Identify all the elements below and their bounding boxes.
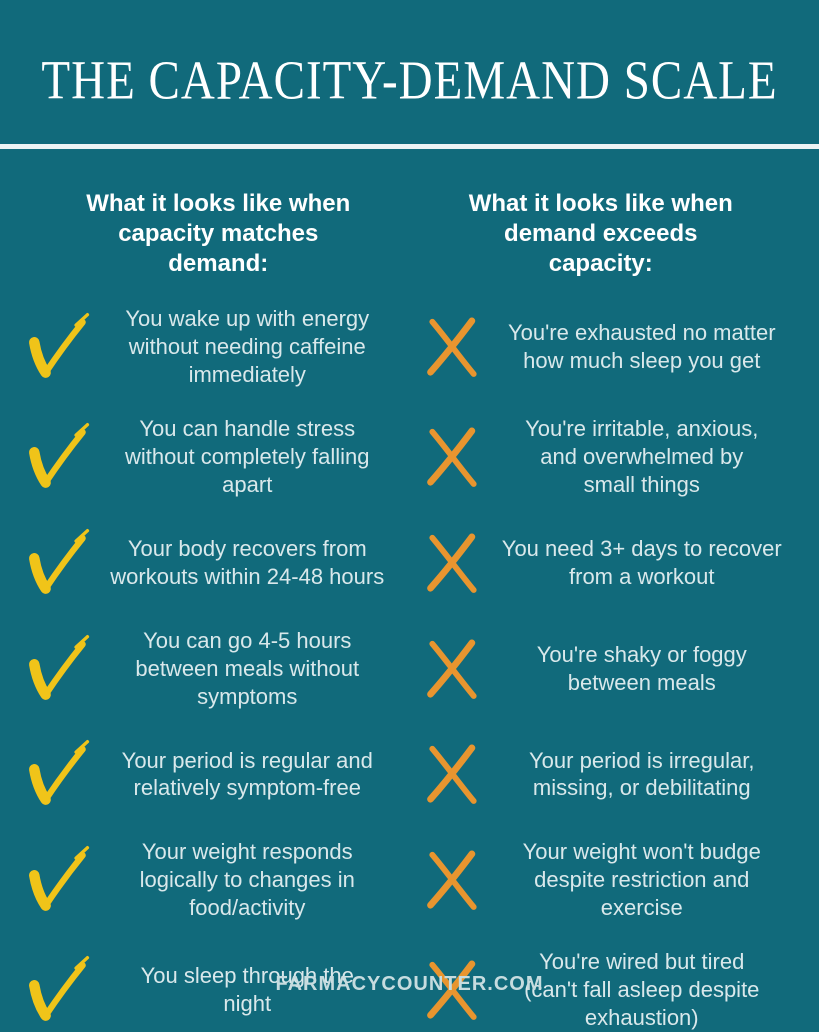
list-item: You sleep through the night xyxy=(20,952,405,1028)
check-icon xyxy=(20,736,96,812)
list-item: You're irritable, anxious, and overwhelm… xyxy=(415,415,800,499)
column-header-capacity-matches: What it looks like when capacity matches… xyxy=(86,190,351,277)
x-icon xyxy=(415,633,491,705)
table-row: Your weight responds logically to change… xyxy=(20,838,799,922)
list-item-text: Your body recovers from workouts within … xyxy=(110,535,385,589)
list-item-text: Your weight responds logically to change… xyxy=(139,839,355,921)
list-item: You wake up with energy without needing … xyxy=(20,305,405,389)
check-icon xyxy=(20,525,96,601)
x-icon xyxy=(415,527,491,599)
list-item: Your body recovers from workouts within … xyxy=(20,525,405,601)
list-item-text: You can handle stress without completely… xyxy=(124,415,370,497)
list-item-text: You can go 4-5 hours between meals witho… xyxy=(135,627,360,709)
list-item-text: You sleep through the night xyxy=(140,963,354,1017)
website-url: FARMACYCOUNTER.COM xyxy=(275,973,544,995)
list-item-text: Your weight won't budge despite restrict… xyxy=(522,839,761,921)
column-headers: What it looks like when capacity matches… xyxy=(0,189,819,279)
list-item: You're shaky or foggy between meals xyxy=(415,633,800,705)
list-item: Your weight won't budge despite restrict… xyxy=(415,838,800,922)
list-item-text: Your period is regular and relatively sy… xyxy=(121,747,373,801)
list-item-text: Your period is irregular, missing, or de… xyxy=(529,747,755,801)
list-item: You can go 4-5 hours between meals witho… xyxy=(20,627,405,711)
column-header-demand-exceeds: What it looks like when demand exceeds c… xyxy=(468,190,733,277)
list-item: Your period is irregular, missing, or de… xyxy=(415,738,800,810)
list-item-text: You wake up with energy without needing … xyxy=(125,306,370,387)
list-item-text: You're irritable, anxious, and overwhelm… xyxy=(525,415,759,497)
check-icon xyxy=(20,842,96,918)
divider-line xyxy=(0,144,819,149)
x-icon xyxy=(415,311,491,383)
table-row: You can handle stress without completely… xyxy=(20,415,799,499)
page-title: THE CAPACITY-DEMAND SCALE xyxy=(41,50,778,112)
list-item-text: You're shaky or foggy between meals xyxy=(536,641,747,695)
table-row: You can go 4-5 hours between meals witho… xyxy=(20,627,799,711)
check-icon xyxy=(20,631,96,707)
x-icon xyxy=(415,738,491,810)
check-icon xyxy=(20,309,96,385)
list-item: You need 3+ days to recover from a worko… xyxy=(415,527,800,599)
comparison-rows: You wake up with energy without needing … xyxy=(0,305,819,1032)
x-icon xyxy=(415,844,491,916)
list-item-text: You're exhausted no matter how much slee… xyxy=(507,319,776,373)
list-item: Your weight responds logically to change… xyxy=(20,838,405,922)
list-item: You can handle stress without completely… xyxy=(20,415,405,499)
table-row: You wake up with energy without needing … xyxy=(20,305,799,389)
list-item-text: You need 3+ days to recover from a worko… xyxy=(501,535,782,589)
check-icon xyxy=(20,419,96,495)
table-row: Your body recovers from workouts within … xyxy=(20,525,799,601)
table-row: Your period is regular and relatively sy… xyxy=(20,736,799,812)
list-item: You're exhausted no matter how much slee… xyxy=(415,311,800,383)
x-icon xyxy=(415,421,491,493)
list-item: Your period is regular and relatively sy… xyxy=(20,736,405,812)
